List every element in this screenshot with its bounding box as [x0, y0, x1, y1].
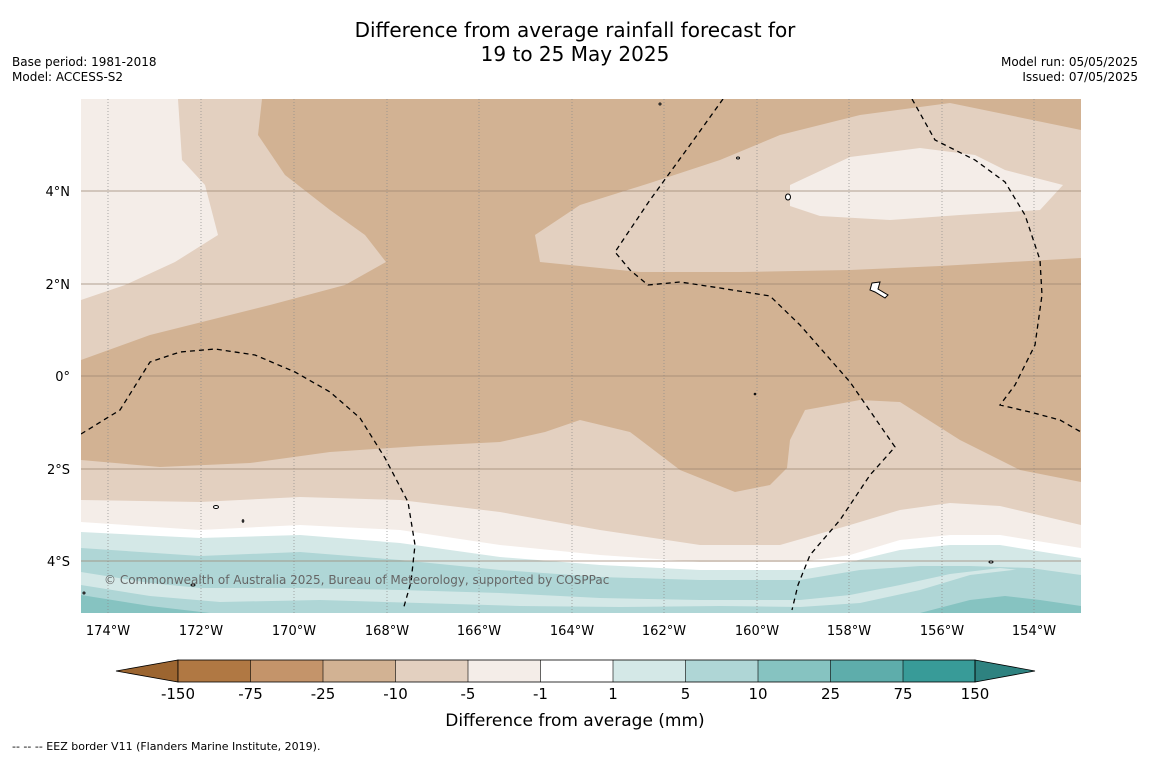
- lon-label-174w: 174°W: [86, 624, 130, 639]
- colorbar-tick: 1: [608, 685, 618, 703]
- colorbar-segment-7: [613, 660, 686, 682]
- colorbar-segment-3: [323, 660, 396, 682]
- lon-label-162w: 162°W: [642, 624, 686, 639]
- colorbar-tick: 75: [893, 685, 912, 703]
- colorbar-arrow-right: [974, 659, 1036, 683]
- map-title: Difference from average rainfall forecas…: [0, 18, 1150, 66]
- model-run-text: Model run: 05/05/2025: [1000, 55, 1138, 69]
- colorbar-tick: 5: [681, 685, 691, 703]
- model-text: Model: ACCESS-S2: [12, 70, 124, 84]
- colorbar-tick: -10: [383, 685, 408, 703]
- parallel-gridlines: [81, 190, 1081, 562]
- lon-label-156w: 156°W: [920, 624, 964, 639]
- lat-label-2n: 2°N: [46, 278, 71, 293]
- colorbar-label: Difference from average (mm): [445, 711, 704, 731]
- anomaly-band-upper-left-light: [81, 99, 218, 300]
- colorbar-tick: 150: [961, 685, 990, 703]
- colorbar-tick: -25: [311, 685, 336, 703]
- lon-label-168w: 168°W: [365, 624, 409, 639]
- lat-label-4n: 4°N: [46, 185, 71, 200]
- colorbar-tick: -1: [533, 685, 548, 703]
- colorbar-segment-4: [395, 660, 468, 682]
- rainfall-map: © Commonwealth of Australia 2025, Bureau…: [81, 99, 1081, 613]
- colorbar-segment-10: [830, 660, 903, 682]
- meta-right: Model run: 05/05/2025 Issued: 07/05/2025: [1001, 55, 1138, 85]
- colorbar-tick: 10: [748, 685, 767, 703]
- colorbar-segment-6: [540, 660, 613, 682]
- lon-label-166w: 166°W: [457, 624, 501, 639]
- lon-label-172w: 172°W: [179, 624, 223, 639]
- colorbar-segment-2: [250, 660, 323, 682]
- copyright-notice: © Commonwealth of Australia 2025, Bureau…: [104, 573, 609, 587]
- anomaly-band-south-7: [81, 568, 1081, 613]
- colorbar-tick: 25: [821, 685, 840, 703]
- colorbar-segment-1: [178, 660, 251, 682]
- lon-label-158w: 158°W: [827, 624, 871, 639]
- eez-borders: [81, 99, 1081, 611]
- lon-label-154w: 154°W: [1012, 624, 1056, 639]
- colorbar-segment-5: [468, 660, 541, 682]
- issued-text: Issued: 07/05/2025: [1022, 70, 1138, 84]
- lon-label-170w: 170°W: [272, 624, 316, 639]
- meta-left: Base period: 1981-2018 Model: ACCESS-S2: [12, 55, 157, 85]
- colorbar-tick: -5: [461, 685, 476, 703]
- anomaly-band-south-8a: [81, 595, 210, 613]
- colorbar-tick: -75: [238, 685, 263, 703]
- lat-label-0: 0°: [55, 370, 70, 385]
- lat-label-4s: 4°S: [47, 555, 70, 570]
- map-title-line1: Difference from average rainfall forecas…: [354, 18, 796, 42]
- colorbar-arrow-left: [115, 659, 179, 683]
- anomaly-band-south-8b: [920, 596, 1081, 613]
- anomaly-band-upper-right-light: [790, 148, 1063, 220]
- latitude-labels: 4°N 2°N 0° 2°S 4°S: [46, 185, 71, 570]
- colorbar: -150 -75 -25 -10 -5 -1 1 5 10 25 75 150 …: [115, 659, 1036, 731]
- map-title-line2: 19 to 25 May 2025: [480, 42, 670, 66]
- colorbar-tick: -150: [161, 685, 195, 703]
- lat-label-2s: 2°S: [47, 463, 70, 478]
- lon-label-160w: 160°W: [735, 624, 779, 639]
- lon-label-164w: 164°W: [550, 624, 594, 639]
- eez-footnote: -- -- -- EEZ border V11 (Flanders Marine…: [12, 740, 321, 753]
- colorbar-segment-11: [903, 660, 975, 682]
- longitude-labels: 174°W 172°W 170°W 168°W 166°W 164°W 162°…: [86, 624, 1056, 639]
- colorbar-tick-labels: -150 -75 -25 -10 -5 -1 1 5 10 25 75 150: [161, 685, 989, 703]
- island-outlines: [82, 102, 994, 595]
- colorbar-segment-9: [758, 660, 831, 682]
- colorbar-segment-8: [685, 660, 758, 682]
- base-period-text: Base period: 1981-2018: [12, 55, 157, 69]
